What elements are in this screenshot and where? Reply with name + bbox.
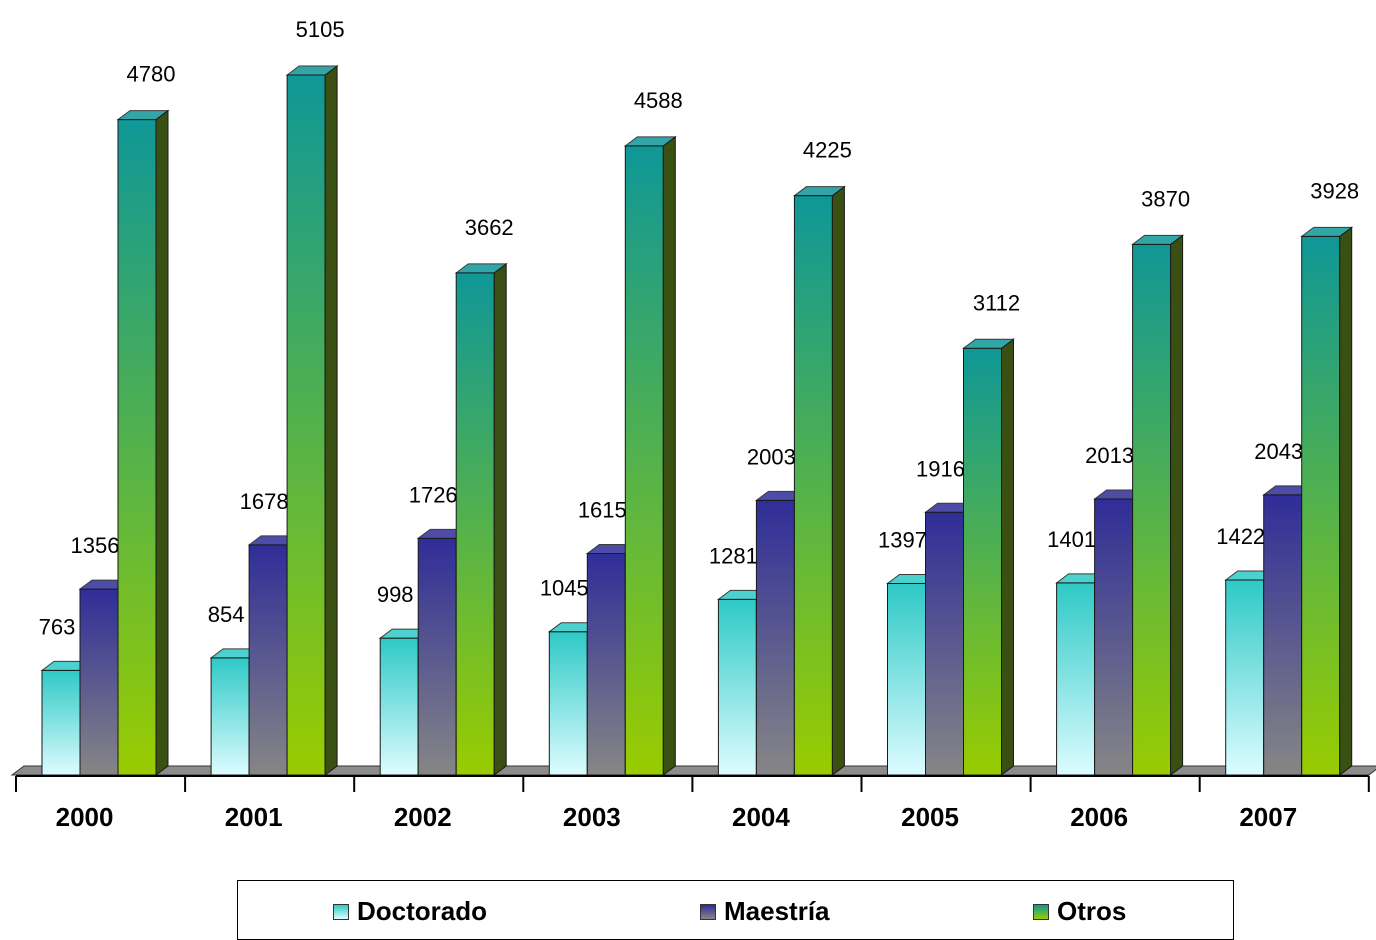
bar-front-face: [1132, 243, 1172, 776]
bar-front-face: [117, 119, 157, 776]
bar-front-face: [586, 553, 626, 776]
legend-label-doctorado: Doctorado: [357, 896, 487, 926]
data-label-maestria-2000: 1356: [71, 533, 120, 558]
data-label-otros-2004: 4225: [803, 138, 852, 163]
x-tick-label-2001: 2001: [225, 802, 283, 832]
data-label-doctorado-2002: 998: [377, 582, 414, 607]
bar-front-face: [963, 347, 1002, 776]
bar-front-face: [755, 499, 795, 776]
bar-top-face: [1300, 226, 1354, 237]
bar-top-face: [623, 136, 677, 147]
legend-item-maestria: Maestría: [700, 896, 830, 927]
bar-front-face: [887, 582, 926, 776]
bar-side-face: [1339, 226, 1353, 776]
data-label-otros-2006: 3870: [1141, 186, 1190, 211]
data-label-maestria-2004: 2003: [747, 444, 796, 469]
x-tick-label-2004: 2004: [732, 802, 790, 832]
bar-otros-2003: [623, 135, 677, 776]
x-tick-label-2003: 2003: [563, 802, 621, 832]
bar-otros-2002: [454, 262, 508, 776]
bar-chart: 763 1356 4780 854 1678 5105 998 1726 3662 1045 161…: [10, 17, 1376, 832]
data-label-maestria-2006: 2013: [1085, 443, 1134, 468]
legend: Doctorado Maestría Otros: [237, 880, 1234, 940]
bar-top-face: [454, 263, 508, 274]
bar-top-face: [962, 338, 1015, 349]
data-label-doctorado-2005: 1397: [878, 527, 927, 552]
x-tick-label-2006: 2006: [1070, 802, 1128, 832]
bar-side-face: [662, 135, 676, 776]
bar-top-face: [285, 65, 339, 76]
bar-side-face: [1001, 338, 1014, 776]
data-label-maestria-2005: 1916: [916, 456, 965, 481]
bar-front-face: [210, 657, 250, 776]
x-tick-label-2005: 2005: [901, 802, 959, 832]
bar-side-face: [1170, 234, 1184, 776]
bar-front-face: [1056, 582, 1096, 776]
bar-otros-2005: [962, 338, 1015, 776]
legend-swatch-maestria: [700, 903, 716, 920]
bar-front-face: [455, 272, 495, 776]
data-label-otros-2000: 4780: [127, 62, 176, 87]
data-label-maestria-2002: 1726: [409, 482, 458, 507]
x-tick-label-2007: 2007: [1239, 802, 1297, 832]
bar-front-face: [1094, 498, 1134, 776]
data-label-maestria-2001: 1678: [240, 489, 289, 514]
bar-front-face: [624, 145, 664, 776]
bar-otros-2000: [116, 109, 170, 776]
bar-top-face: [116, 110, 170, 121]
bar-front-face: [286, 74, 326, 776]
bar-otros-2007: [1300, 226, 1354, 776]
x-tick-label-2002: 2002: [394, 802, 452, 832]
bar-front-face: [548, 631, 588, 776]
bar-top-face: [792, 186, 846, 197]
bar-front-face: [379, 637, 419, 776]
x-axis: 2000 2001 2002 2003 2004 2005 2006 2007: [15, 775, 1370, 832]
data-label-maestria-2007: 2043: [1254, 439, 1303, 464]
bar-front-face: [1225, 579, 1265, 776]
bars-layer: [40, 65, 1354, 776]
bar-front-face: [717, 598, 757, 776]
bar-otros-2001: [285, 65, 339, 776]
bar-side-face: [324, 65, 338, 776]
data-label-doctorado-2003: 1045: [540, 576, 589, 601]
bar-otros-2006: [1131, 234, 1185, 776]
bar-top-face: [1131, 234, 1185, 245]
bar-front-face: [1301, 235, 1341, 776]
bar-front-face: [248, 544, 288, 776]
data-label-otros-2007: 3928: [1310, 178, 1359, 203]
data-label-doctorado-2006: 1401: [1047, 527, 1096, 552]
bar-side-face: [831, 185, 845, 776]
data-label-otros-2002: 3662: [465, 215, 514, 240]
data-label-doctorado-2007: 1422: [1216, 524, 1265, 549]
bar-side-face: [155, 109, 169, 776]
bar-front-face: [793, 195, 833, 776]
legend-label-maestria: Maestría: [724, 896, 830, 926]
legend-label-otros: Otros: [1057, 896, 1127, 926]
bar-otros-2004: [792, 185, 846, 776]
data-label-maestria-2003: 1615: [578, 498, 627, 523]
bar-front-face: [417, 537, 457, 776]
legend-item-doctorado: Doctorado: [333, 896, 487, 927]
data-label-doctorado-2004: 1281: [709, 543, 758, 568]
data-label-otros-2005: 3112: [973, 290, 1020, 315]
data-label-otros-2003: 4588: [634, 88, 683, 113]
legend-swatch-doctorado: [333, 903, 349, 920]
bar-front-face: [925, 511, 964, 776]
bar-side-face: [493, 262, 507, 776]
legend-item-otros: Otros: [1033, 896, 1126, 927]
x-tick-label-2000: 2000: [56, 802, 114, 832]
bar-front-face: [41, 669, 81, 776]
data-label-doctorado-2000: 763: [39, 614, 76, 639]
legend-swatch-otros: [1033, 903, 1049, 920]
data-label-doctorado-2001: 854: [208, 602, 245, 627]
data-labels-layer: 763 1356 4780 854 1678 5105 998 1726 3662 1045 161…: [39, 17, 1360, 639]
data-label-otros-2001: 5105: [296, 17, 345, 42]
bar-front-face: [79, 588, 119, 776]
bar-front-face: [1263, 494, 1303, 776]
